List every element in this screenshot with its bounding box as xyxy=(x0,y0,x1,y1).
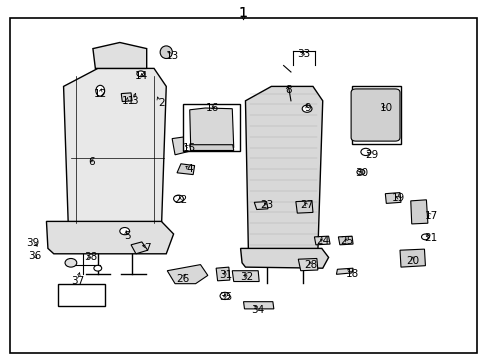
Bar xyxy=(58,284,105,306)
Polygon shape xyxy=(216,267,229,281)
Circle shape xyxy=(120,228,129,235)
Text: 7: 7 xyxy=(144,243,151,253)
Bar xyxy=(351,86,400,144)
Text: 27: 27 xyxy=(300,200,313,210)
Text: 1: 1 xyxy=(238,6,247,19)
Circle shape xyxy=(94,265,102,271)
Text: 35: 35 xyxy=(219,292,232,302)
Text: 23: 23 xyxy=(259,200,273,210)
Text: 2: 2 xyxy=(158,98,164,108)
FancyBboxPatch shape xyxy=(350,89,399,141)
Text: 4: 4 xyxy=(186,164,193,174)
Polygon shape xyxy=(254,202,267,210)
Text: 3: 3 xyxy=(131,96,138,106)
Polygon shape xyxy=(410,200,427,224)
Polygon shape xyxy=(245,86,322,252)
Text: 29: 29 xyxy=(364,150,378,160)
Text: 31: 31 xyxy=(219,270,232,280)
Ellipse shape xyxy=(96,85,104,96)
Circle shape xyxy=(65,258,77,267)
Text: 9: 9 xyxy=(304,103,311,113)
Text: 21: 21 xyxy=(424,233,437,243)
Circle shape xyxy=(356,169,364,175)
Circle shape xyxy=(173,195,183,202)
Polygon shape xyxy=(189,108,233,148)
Text: 30: 30 xyxy=(355,168,367,178)
Circle shape xyxy=(360,148,370,156)
Text: 6: 6 xyxy=(88,157,95,167)
Text: 28: 28 xyxy=(304,260,317,270)
Polygon shape xyxy=(189,145,233,150)
Text: 26: 26 xyxy=(176,274,190,284)
Polygon shape xyxy=(172,137,189,155)
Polygon shape xyxy=(232,271,259,282)
Text: 18: 18 xyxy=(345,269,358,279)
Polygon shape xyxy=(167,265,207,284)
Polygon shape xyxy=(177,164,194,175)
Text: 38: 38 xyxy=(83,252,97,262)
Polygon shape xyxy=(63,68,166,230)
Text: 14: 14 xyxy=(135,71,148,81)
Text: 22: 22 xyxy=(174,195,187,205)
Text: 24: 24 xyxy=(315,236,329,246)
Text: 5: 5 xyxy=(123,231,130,241)
Text: 17: 17 xyxy=(424,211,437,221)
Text: 15: 15 xyxy=(183,143,196,153)
Text: 39: 39 xyxy=(26,238,40,248)
Polygon shape xyxy=(298,258,317,271)
Text: 13: 13 xyxy=(165,51,179,61)
Polygon shape xyxy=(243,302,273,309)
Polygon shape xyxy=(314,236,329,245)
Text: 34: 34 xyxy=(251,305,264,315)
Text: 37: 37 xyxy=(71,276,85,286)
Polygon shape xyxy=(240,248,328,268)
Polygon shape xyxy=(295,201,312,213)
Polygon shape xyxy=(399,249,425,267)
Polygon shape xyxy=(46,221,173,254)
Text: 25: 25 xyxy=(340,236,353,246)
Text: 20: 20 xyxy=(406,256,419,266)
Polygon shape xyxy=(385,193,400,203)
Circle shape xyxy=(421,234,428,240)
Polygon shape xyxy=(131,242,147,254)
Circle shape xyxy=(137,71,144,77)
Text: 1: 1 xyxy=(238,6,247,19)
Text: 36: 36 xyxy=(28,251,42,261)
Polygon shape xyxy=(93,42,146,68)
Text: 8: 8 xyxy=(285,85,291,95)
Bar xyxy=(183,104,239,151)
Text: 19: 19 xyxy=(391,193,405,203)
Text: 10: 10 xyxy=(379,103,392,113)
Polygon shape xyxy=(338,236,352,245)
Circle shape xyxy=(220,292,229,300)
Text: 11: 11 xyxy=(121,96,135,106)
Text: 33: 33 xyxy=(297,49,310,59)
Text: 32: 32 xyxy=(240,272,253,282)
Text: 16: 16 xyxy=(205,103,219,113)
Polygon shape xyxy=(121,93,132,102)
Text: 12: 12 xyxy=(93,89,107,99)
Polygon shape xyxy=(336,268,352,274)
Ellipse shape xyxy=(160,46,172,59)
Circle shape xyxy=(302,105,311,112)
